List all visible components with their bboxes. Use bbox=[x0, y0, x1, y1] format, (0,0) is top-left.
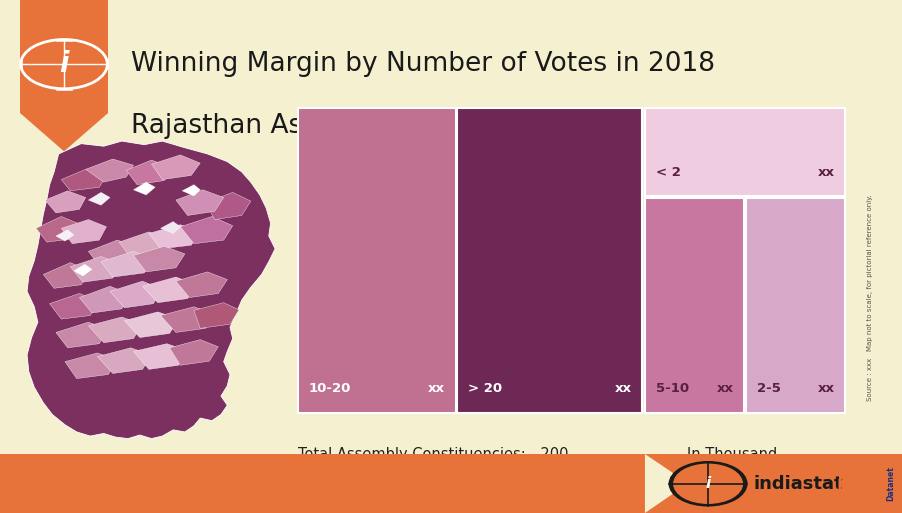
Polygon shape bbox=[0, 454, 902, 513]
Polygon shape bbox=[645, 108, 845, 196]
Polygon shape bbox=[124, 312, 179, 338]
Polygon shape bbox=[176, 190, 224, 215]
Polygon shape bbox=[645, 198, 744, 413]
Text: 10-20: 10-20 bbox=[308, 382, 351, 395]
Text: Source : xxx   Map not to scale, for pictorial reference only.: Source : xxx Map not to scale, for picto… bbox=[868, 194, 873, 401]
Text: Total Assembly Constituencies: - 200: Total Assembly Constituencies: - 200 bbox=[298, 446, 568, 462]
Polygon shape bbox=[65, 353, 117, 379]
Polygon shape bbox=[149, 225, 200, 249]
Polygon shape bbox=[161, 222, 180, 233]
Text: i: i bbox=[60, 50, 69, 78]
Polygon shape bbox=[133, 344, 188, 369]
Polygon shape bbox=[101, 251, 153, 277]
Circle shape bbox=[669, 462, 747, 506]
Text: indiastat: indiastat bbox=[753, 475, 842, 493]
Polygon shape bbox=[56, 230, 74, 241]
Polygon shape bbox=[43, 263, 90, 288]
Polygon shape bbox=[152, 155, 200, 180]
Polygon shape bbox=[88, 240, 140, 266]
Polygon shape bbox=[180, 216, 233, 244]
Polygon shape bbox=[110, 281, 162, 308]
Text: xx: xx bbox=[614, 382, 631, 395]
Polygon shape bbox=[79, 286, 131, 313]
Text: i: i bbox=[705, 476, 711, 491]
Polygon shape bbox=[88, 317, 143, 343]
Polygon shape bbox=[86, 159, 133, 182]
Polygon shape bbox=[36, 216, 81, 242]
Text: xx: xx bbox=[817, 166, 834, 179]
Polygon shape bbox=[56, 322, 108, 348]
Polygon shape bbox=[645, 454, 688, 513]
Polygon shape bbox=[176, 272, 227, 298]
Polygon shape bbox=[133, 182, 155, 195]
Polygon shape bbox=[45, 191, 86, 213]
Text: 5-10: 5-10 bbox=[656, 382, 689, 395]
Polygon shape bbox=[20, 0, 108, 113]
Text: xx: xx bbox=[817, 382, 834, 395]
Polygon shape bbox=[161, 307, 215, 332]
Polygon shape bbox=[119, 232, 170, 258]
Text: < 2: < 2 bbox=[656, 166, 681, 179]
Polygon shape bbox=[194, 303, 239, 328]
Polygon shape bbox=[97, 348, 152, 373]
Text: xx: xx bbox=[428, 382, 445, 395]
Polygon shape bbox=[206, 192, 251, 220]
Polygon shape bbox=[27, 141, 275, 439]
Polygon shape bbox=[457, 108, 642, 413]
Polygon shape bbox=[61, 220, 106, 244]
Polygon shape bbox=[61, 169, 106, 191]
Polygon shape bbox=[143, 277, 197, 303]
Polygon shape bbox=[298, 108, 456, 413]
Polygon shape bbox=[170, 340, 218, 365]
Polygon shape bbox=[746, 198, 845, 413]
Text: Datanet: Datanet bbox=[887, 466, 896, 501]
Polygon shape bbox=[182, 185, 200, 196]
Circle shape bbox=[674, 464, 742, 503]
Text: 2-5: 2-5 bbox=[757, 382, 780, 395]
Polygon shape bbox=[70, 256, 122, 282]
Polygon shape bbox=[20, 113, 108, 151]
Polygon shape bbox=[126, 160, 173, 185]
Text: > 20: > 20 bbox=[468, 382, 502, 395]
Polygon shape bbox=[50, 293, 99, 319]
Text: media: media bbox=[836, 475, 898, 493]
Text: Winning Margin by Number of Votes in 2018: Winning Margin by Number of Votes in 201… bbox=[131, 51, 714, 77]
Polygon shape bbox=[88, 192, 110, 205]
Polygon shape bbox=[74, 264, 92, 276]
Polygon shape bbox=[133, 246, 185, 272]
Text: Rajasthan Assembly Election: Rajasthan Assembly Election bbox=[131, 113, 511, 139]
Text: xx: xx bbox=[716, 382, 733, 395]
Text: In Thousand: In Thousand bbox=[687, 446, 778, 462]
